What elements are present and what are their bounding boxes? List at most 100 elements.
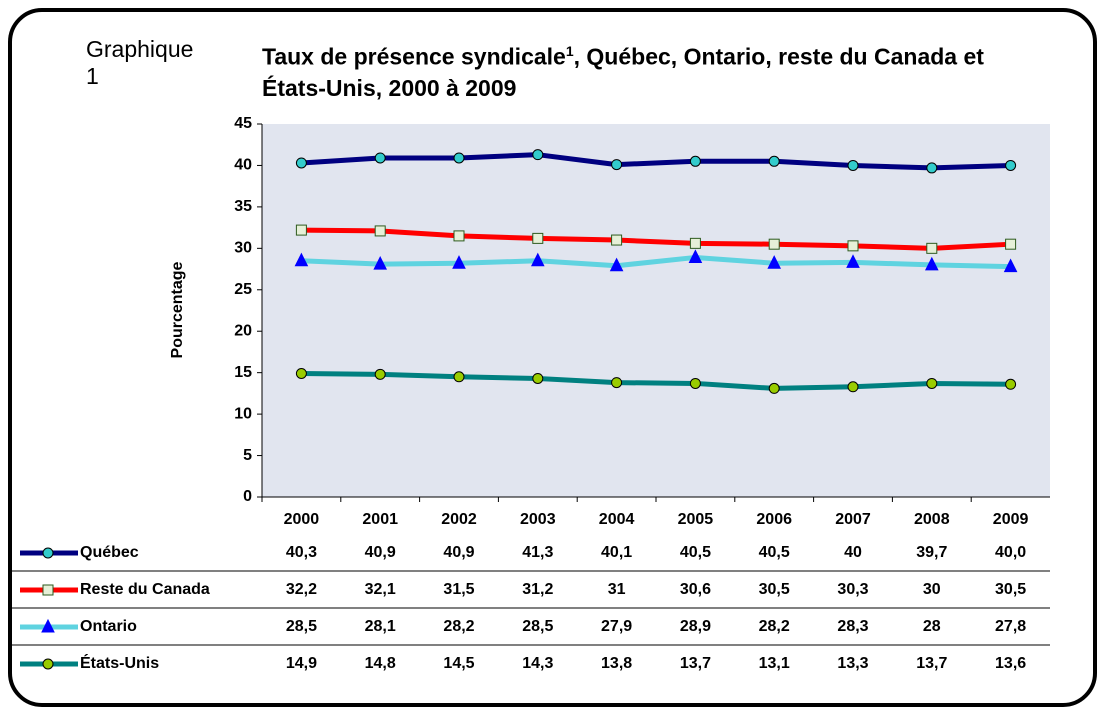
- title-rest: , Québec, Ontario, reste du Canada et Ét…: [262, 43, 984, 101]
- series-line: [301, 254, 1011, 270]
- marker: [767, 255, 782, 269]
- x-tick-label: 2004: [599, 511, 635, 528]
- table-cell: 31,5: [443, 581, 474, 598]
- table-cell: 40,3: [286, 544, 317, 561]
- marker: [1005, 378, 1017, 390]
- table-cell: 40: [844, 544, 862, 561]
- table-cell: 40,1: [601, 544, 632, 561]
- legend-label: Reste du Canada: [80, 581, 210, 598]
- legend-label: Québec: [80, 544, 139, 561]
- marker: [611, 377, 623, 389]
- y-tick-label: 5: [243, 447, 252, 464]
- marker: [689, 155, 701, 167]
- table-cell: 13,7: [680, 655, 711, 672]
- table-cell: 30,5: [995, 581, 1026, 598]
- table-cell: 28,1: [365, 618, 396, 635]
- series-line: [301, 152, 1011, 171]
- marker: [1005, 238, 1017, 250]
- table-cell: 14,9: [286, 655, 317, 672]
- frame: [8, 8, 1097, 707]
- marker: [530, 252, 545, 267]
- table-cell: 40,9: [365, 544, 396, 561]
- table-cell: 13,6: [995, 655, 1026, 672]
- marker: [688, 249, 703, 263]
- table-cell: 14,5: [443, 655, 474, 672]
- marker: [926, 242, 938, 254]
- table-cell: 30,3: [837, 581, 868, 598]
- table-cell: 27,9: [601, 618, 632, 635]
- marker: [768, 382, 780, 394]
- marker: [532, 372, 544, 384]
- series-line: [301, 227, 1011, 251]
- marker: [847, 159, 859, 171]
- marker: [609, 257, 624, 272]
- table-cell: 32,1: [365, 581, 396, 598]
- marker: [294, 252, 309, 267]
- marker: [453, 230, 465, 242]
- table-cell: 13,8: [601, 655, 632, 672]
- table-cell: 40,0: [995, 544, 1026, 561]
- table-cell: 31: [608, 581, 626, 598]
- marker: [452, 255, 466, 269]
- y-tick-label: 20: [234, 322, 252, 339]
- table-cell: 30: [923, 581, 941, 598]
- x-tick-label: 2006: [756, 511, 792, 528]
- table-cell: 32,2: [286, 581, 317, 598]
- x-tick-label: 2003: [520, 511, 556, 528]
- marker: [374, 368, 386, 380]
- marker: [846, 254, 860, 268]
- marker: [453, 152, 465, 164]
- chart-title: Taux de présence syndicale1, Québec, Ont…: [262, 36, 1022, 104]
- table-cell: 30,5: [759, 581, 790, 598]
- table-cell: 28,5: [522, 618, 553, 635]
- x-tick-label: 2007: [835, 511, 871, 528]
- marker: [847, 240, 859, 252]
- table-cell: 13,3: [837, 655, 868, 672]
- table-cell: 14,8: [365, 655, 396, 672]
- table-cell: 30,6: [680, 581, 711, 598]
- marker: [768, 238, 780, 250]
- table-cell: 40,9: [443, 544, 474, 561]
- x-tick-label: 2002: [441, 511, 477, 528]
- title-note: 1: [565, 43, 574, 59]
- marker: [42, 584, 54, 596]
- table-cell: 14,3: [522, 655, 553, 672]
- plot-area: [262, 124, 1050, 497]
- table-cell: 28: [923, 618, 941, 635]
- marker: [295, 224, 307, 236]
- series-line: [301, 370, 1011, 391]
- title: Taux de présence syndicale: [262, 43, 566, 70]
- marker: [532, 232, 544, 244]
- x-tick-label: 2009: [993, 511, 1029, 528]
- marker: [689, 237, 701, 249]
- marker: [768, 155, 780, 167]
- y-axis-label: Pourcentage: [169, 261, 186, 358]
- table-cell: 40,5: [759, 544, 790, 561]
- marker: [41, 618, 55, 633]
- marker: [1005, 159, 1017, 171]
- marker: [532, 149, 544, 161]
- legend-label: États-Unis: [80, 653, 159, 672]
- x-tick-label: 2008: [914, 511, 950, 528]
- table-cell: 28,2: [759, 618, 790, 635]
- chart-label: Graphique 1: [86, 36, 194, 89]
- marker: [295, 367, 307, 379]
- marker: [1003, 258, 1018, 273]
- legend-label: Ontario: [80, 618, 137, 635]
- marker: [373, 255, 388, 270]
- y-tick-label: 40: [234, 157, 252, 174]
- marker: [453, 371, 465, 383]
- table-cell: 28,2: [443, 618, 474, 635]
- marker: [374, 225, 386, 237]
- table-cell: 28,5: [286, 618, 317, 635]
- table-cell: 28,3: [837, 618, 868, 635]
- table-cell: 28,9: [680, 618, 711, 635]
- table-cell: 40,5: [680, 544, 711, 561]
- table-cell: 39,7: [916, 544, 947, 561]
- marker: [42, 658, 54, 670]
- y-tick-label: 30: [234, 240, 252, 257]
- marker: [374, 152, 386, 164]
- marker: [611, 234, 623, 246]
